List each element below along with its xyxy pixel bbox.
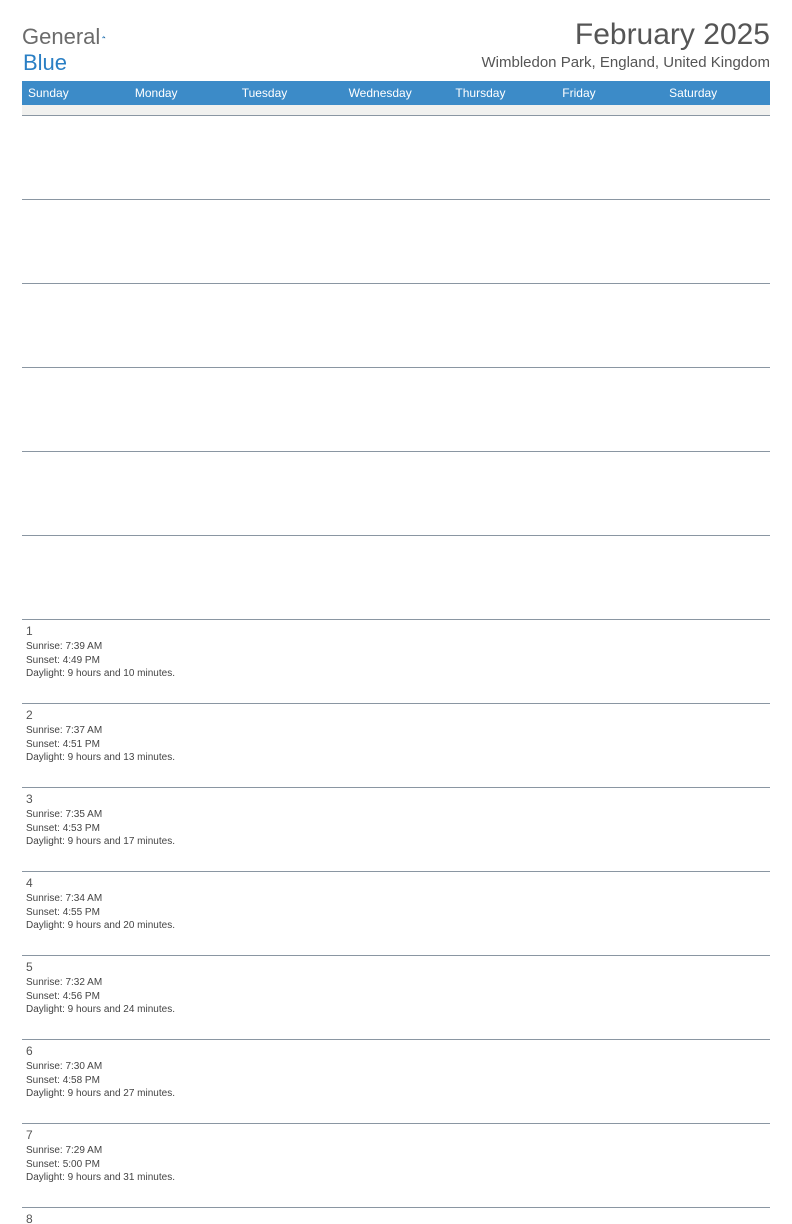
day-header: Friday [556,81,663,105]
brand-logo: General [22,24,126,50]
sunrise-line: Sunrise: 7:32 AM [26,976,766,990]
calendar-cell: 7Sunrise: 7:29 AMSunset: 5:00 PMDaylight… [22,1123,770,1207]
daylight-line: Daylight: 9 hours and 17 minutes. [26,835,766,849]
day-number: 5 [26,959,766,975]
sunrise-line: Sunrise: 7:39 AM [26,640,766,654]
daylight-line: Daylight: 9 hours and 13 minutes. [26,751,766,765]
sunrise-line: Sunrise: 7:35 AM [26,808,766,822]
sunset-line: Sunset: 5:00 PM [26,1158,766,1172]
page-header: General February 2025 Wimbledon Park, En… [22,18,770,71]
daylight-line: Daylight: 9 hours and 31 minutes. [26,1171,766,1185]
day-header: Wednesday [343,81,450,105]
day-header: Thursday [449,81,556,105]
daylight-line: Daylight: 9 hours and 24 minutes. [26,1003,766,1017]
sunset-line: Sunset: 4:56 PM [26,990,766,1004]
calendar-cell: 6Sunrise: 7:30 AMSunset: 4:58 PMDaylight… [22,1039,770,1123]
calendar-body: 1Sunrise: 7:39 AMSunset: 4:49 PMDaylight… [22,115,770,1224]
day-number: 4 [26,875,766,891]
calendar-cell-empty [22,535,770,619]
sunset-line: Sunset: 4:49 PM [26,654,766,668]
day-number: 6 [26,1043,766,1059]
sunset-line: Sunset: 4:53 PM [26,822,766,836]
daylight-line: Daylight: 9 hours and 27 minutes. [26,1087,766,1101]
day-number: 8 [26,1211,766,1224]
sunrise-line: Sunrise: 7:34 AM [26,892,766,906]
brand-word-2: Blue [23,50,67,76]
header-right: February 2025 Wimbledon Park, England, U… [482,18,771,71]
calendar-cell: 8Sunrise: 7:27 AMSunset: 5:02 PMDaylight… [22,1207,770,1224]
daylight-line: Daylight: 9 hours and 20 minutes. [26,919,766,933]
sunset-line: Sunset: 4:51 PM [26,738,766,752]
sunrise-line: Sunrise: 7:29 AM [26,1144,766,1158]
calendar-cell-empty [22,199,770,283]
calendar-header-row: SundayMondayTuesdayWednesdayThursdayFrid… [22,81,770,105]
day-header: Tuesday [236,81,343,105]
sail-icon [102,29,106,45]
sunset-line: Sunset: 4:55 PM [26,906,766,920]
sunrise-line: Sunrise: 7:37 AM [26,724,766,738]
calendar-cell: 1Sunrise: 7:39 AMSunset: 4:49 PMDaylight… [22,619,770,703]
location-text: Wimbledon Park, England, United Kingdom [482,54,771,71]
calendar-cell: 2Sunrise: 7:37 AMSunset: 4:51 PMDaylight… [22,703,770,787]
calendar-cell: 5Sunrise: 7:32 AMSunset: 4:56 PMDaylight… [22,955,770,1039]
day-number: 2 [26,707,766,723]
day-number: 1 [26,623,766,639]
month-title: February 2025 [482,18,771,52]
sunrise-line: Sunrise: 7:30 AM [26,1060,766,1074]
sunset-line: Sunset: 4:58 PM [26,1074,766,1088]
day-header: Saturday [663,81,770,105]
calendar-blank-row [22,105,770,115]
calendar-cell: 3Sunrise: 7:35 AMSunset: 4:53 PMDaylight… [22,787,770,871]
day-number: 7 [26,1127,766,1143]
daylight-line: Daylight: 9 hours and 10 minutes. [26,667,766,681]
calendar-cell-empty [22,367,770,451]
brand-word-1: General [22,24,100,50]
day-number: 3 [26,791,766,807]
calendar-cell-empty [22,115,770,199]
day-header: Monday [129,81,236,105]
day-header: Sunday [22,81,129,105]
calendar-cell-empty [22,283,770,367]
calendar-cell-empty [22,451,770,535]
calendar-cell: 4Sunrise: 7:34 AMSunset: 4:55 PMDaylight… [22,871,770,955]
